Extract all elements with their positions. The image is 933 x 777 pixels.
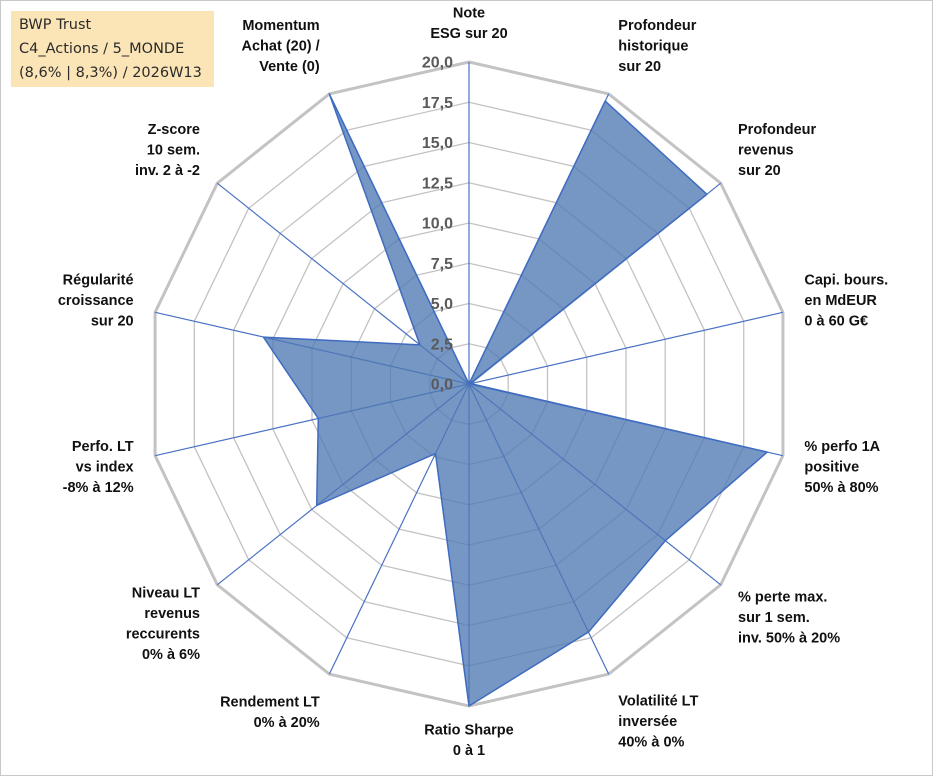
tick-label: 20,0 (422, 55, 453, 72)
axis-label: Volatilité LT inversée 40% à 0% (618, 693, 698, 750)
axis-label: Profondeur historique sur 20 (618, 18, 696, 75)
radar-axis-labels: Note ESG sur 20 Profondeur historique sur 20… (58, 6, 888, 760)
radar-series (262, 93, 768, 707)
axis-label-line: Profondeur (618, 18, 696, 34)
axis-label-line: positive (804, 460, 859, 476)
axis-label-line: Z-score (148, 122, 200, 138)
axis-label-line: historique (618, 39, 688, 55)
axis-label: Z-score 10 sem. inv. 2 à -2 (135, 122, 200, 179)
axis-label: % perfo 1A positive 50% à 80% (804, 439, 880, 496)
axis-label-line: -8% à 12% (63, 480, 134, 496)
axis-label-line: 0 à 1 (453, 743, 485, 759)
axis-label-line: Capi. bours. (804, 272, 888, 288)
axis-label: Profondeur revenus sur 20 (738, 122, 816, 179)
axis-label-line: sur 20 (618, 59, 661, 75)
axis-label-line: Momentum (242, 18, 319, 34)
axis-spoke (468, 311, 784, 385)
axis-label-line: 0% à 6% (142, 647, 200, 663)
axis-label-line: vs index (76, 460, 134, 476)
axis-label-line: Vente (0) (259, 59, 320, 75)
axis-label-line: 10 sem. (147, 143, 200, 159)
axis-label-line: Note (453, 6, 485, 22)
axis-label-line: Régularité (63, 272, 134, 288)
tick-label: 0,0 (431, 377, 453, 394)
tick-label: 15,0 (422, 135, 453, 152)
axis-label-line: revenus (144, 606, 200, 622)
info-performance: (8,6% | 8,3%) / 2026W13 (19, 65, 202, 81)
axis-label: Perfo. LT vs index -8% à 12% (63, 439, 134, 496)
axis-label-line: 40% à 0% (618, 734, 684, 750)
axis-label: % perte max. sur 1 sem. inv. 50% à 20% (738, 589, 840, 646)
axis-label-line: croissance (58, 293, 134, 309)
axis-label-line: 50% à 80% (804, 480, 878, 496)
axis-label-line: 0 à 60 G€ (804, 313, 868, 329)
axis-label-line: revenus (738, 143, 794, 159)
tick-label: 10,0 (422, 216, 453, 233)
tick-label: 12,5 (422, 175, 453, 192)
axis-label-line: Niveau LT (132, 586, 200, 602)
axis-label: Rendement LT 0% à 20% (220, 694, 320, 731)
series-area (262, 93, 768, 707)
tick-label: 2,5 (431, 336, 453, 353)
radar-tick-labels: 0,0 2,5 5,0 7,5 10,0 12,5 15,0 17,5 20,0 (422, 55, 453, 394)
axis-label-line: en MdEUR (804, 293, 877, 309)
axis-label: Capi. bours. en MdEUR 0 à 60 G€ (804, 272, 888, 329)
info-category: C4_Actions / 5_MONDE (19, 41, 185, 57)
tick-label: 17,5 (422, 95, 453, 112)
axis-label: Ratio Sharpe 0 à 1 (424, 723, 513, 760)
axis-label-line: 0% à 20% (254, 715, 320, 731)
info-title: BWP Trust (19, 17, 92, 33)
axis-label: Régularité croissance sur 20 (58, 272, 134, 329)
axis-label-line: % perte max. (738, 589, 827, 605)
axis-label: Note ESG sur 20 (430, 6, 507, 43)
axis-label-line: sur 20 (91, 313, 134, 329)
axis-label-line: Volatilité LT (618, 693, 698, 709)
axis-label-line: % perfo 1A (804, 439, 880, 455)
info-box: BWP Trust C4_Actions / 5_MONDE (8,6% | 8… (11, 11, 214, 87)
axis-label: Momentum Achat (20) / Vente (0) (242, 18, 320, 75)
axis-label-line: sur 20 (738, 163, 781, 179)
axis-label-line: inversée (618, 714, 677, 730)
axis-label-line: ESG sur 20 (430, 26, 507, 42)
axis-label-line: Rendement LT (220, 694, 320, 710)
axis-label-line: inv. 2 à -2 (135, 163, 200, 179)
axis-label-line: Achat (20) / (242, 39, 320, 55)
axis-label-line: Perfo. LT (72, 439, 134, 455)
tick-label: 7,5 (431, 256, 453, 273)
axis-label-line: inv. 50% à 20% (738, 630, 840, 646)
tick-label: 5,0 (431, 296, 453, 313)
axis-label-line: Profondeur (738, 122, 816, 138)
axis-label-line: sur 1 sem. (738, 610, 810, 626)
axis-label-line: reccurents (126, 627, 200, 643)
axis-label-line: Ratio Sharpe (424, 723, 513, 739)
axis-label: Niveau LT revenus reccurents 0% à 6% (126, 586, 200, 664)
